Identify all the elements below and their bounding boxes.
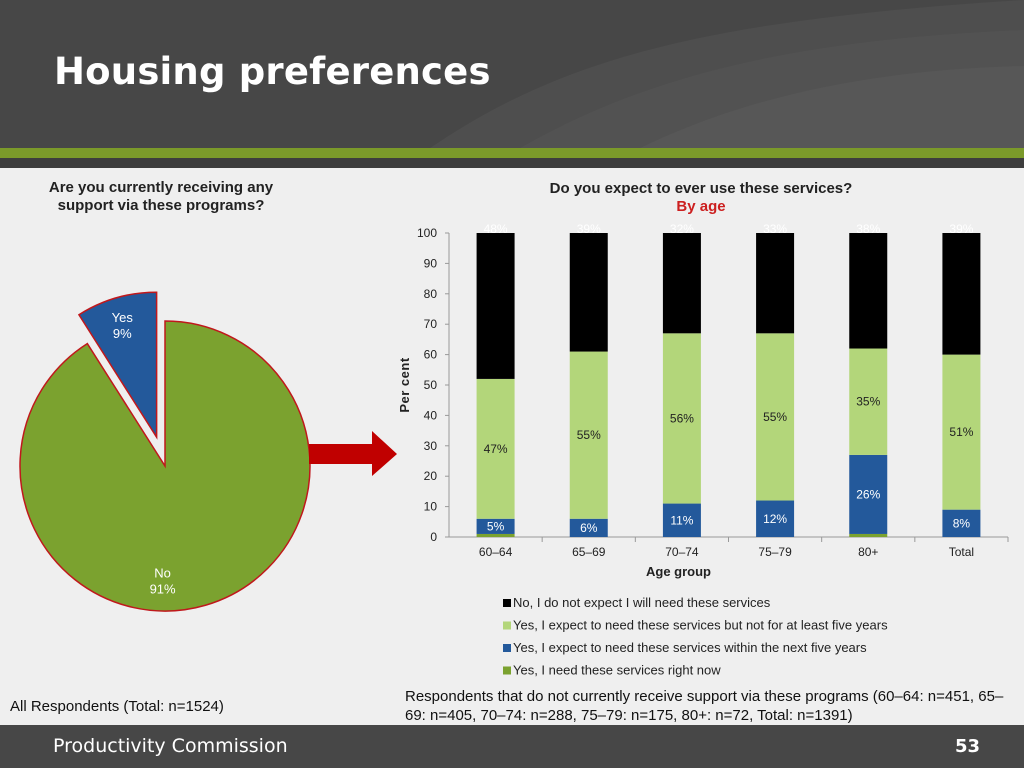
page-number: 53: [954, 736, 980, 757]
pie-slice-yes: [77, 291, 158, 440]
pie-chart-footnote: All Respondents (Total: n=1524): [10, 698, 224, 715]
pie-value-no: 91%: [150, 582, 176, 597]
red-arrow-icon: [309, 431, 397, 476]
bar-segment: [756, 333, 795, 501]
y-tick-label: 20: [424, 469, 438, 483]
y-tick-label: 60: [424, 348, 438, 362]
y-axis-title: Per cent: [397, 357, 412, 412]
legend-label: No, I do not expect I will need these se…: [513, 595, 771, 610]
bar-chart-title-block: Do you expect to ever use these services…: [470, 180, 932, 216]
bar-segment: [849, 533, 888, 537]
bar-segment: [942, 509, 981, 537]
x-tick-label: 70–74: [665, 545, 699, 559]
x-tick-label: 65–69: [572, 545, 606, 559]
bar-chart-subtitle: By age: [676, 198, 726, 215]
header-decoration: [430, 0, 1024, 148]
bar-segment: [569, 351, 608, 519]
bar-segment: [849, 233, 888, 349]
header-banner: Housing preferences: [0, 0, 1024, 148]
bar-data-label: 12%: [763, 512, 787, 526]
page-title: Housing preferences: [54, 50, 491, 93]
bar-segment: [476, 378, 515, 519]
bar-data-label: 55%: [763, 410, 787, 424]
organisation-name: Productivity Commission: [53, 735, 288, 757]
bar-segment: [569, 518, 608, 537]
legend-label: Yes, I need these services right now: [513, 663, 721, 678]
x-tick-label: 60–64: [479, 545, 513, 559]
bar-segment: [662, 333, 701, 504]
x-tick-label: Total: [949, 545, 974, 559]
header-stripe-green: [0, 148, 1024, 158]
bar-data-label: 5%: [487, 519, 505, 533]
bar-data-label: 55%: [577, 428, 601, 442]
bar-segment: [756, 500, 795, 537]
y-tick-label: 10: [424, 500, 438, 514]
y-tick-label: 80: [424, 287, 438, 301]
bar-data-label: 39%: [949, 222, 973, 236]
bar-segment: [476, 518, 515, 534]
bar-data-label: 48%: [484, 222, 508, 236]
bar-data-label: 6%: [580, 521, 598, 535]
x-axis-title: Age group: [646, 564, 711, 579]
y-tick-label: 100: [417, 226, 437, 240]
bar-data-label: 8%: [953, 516, 971, 530]
bar-segment: [662, 503, 701, 537]
legend-label: Yes, I expect to need these services wit…: [513, 640, 867, 655]
bar-data-label: 32%: [670, 222, 694, 236]
bar-data-label: 51%: [949, 425, 973, 439]
bar-segment: [756, 233, 795, 334]
legend-label: Yes, I expect to need these services but…: [513, 618, 888, 633]
bar-data-label: 39%: [577, 222, 601, 236]
legend-swatch: [503, 644, 511, 652]
bar-data-label: 33%: [763, 222, 787, 236]
footer-bar: Productivity Commission 53: [0, 725, 1024, 768]
y-tick-label: 90: [424, 256, 438, 270]
y-tick-label: 70: [424, 317, 438, 331]
pie-label-no: No: [154, 566, 171, 581]
bar-segment: [476, 233, 515, 379]
x-tick-label: 75–79: [758, 545, 792, 559]
bar-chart-title: Do you expect to ever use these services…: [549, 180, 853, 197]
y-tick-label: 0: [430, 530, 437, 544]
y-tick-label: 30: [424, 439, 438, 453]
bar-data-label: 47%: [484, 442, 508, 456]
bar-segment: [942, 233, 981, 355]
pie-slice-no: [19, 320, 311, 612]
x-tick-label: 80+: [858, 545, 878, 559]
bar-data-label: 11%: [670, 513, 693, 527]
bar-data-label: 38%: [856, 222, 880, 236]
y-tick-label: 50: [424, 378, 438, 392]
bar-data-label: 26%: [856, 487, 880, 501]
bar-segment: [942, 354, 981, 510]
legend-swatch: [503, 621, 511, 630]
pie-value-yes: 9%: [113, 326, 132, 341]
y-tick-label: 40: [424, 408, 438, 422]
bar-segment: [662, 233, 701, 334]
bar-segment: [569, 233, 608, 352]
bar-data-label: 56%: [670, 411, 694, 425]
legend-swatch: [503, 666, 511, 675]
pie-chart-title: Are you currently receiving any support …: [48, 179, 274, 214]
header-stripe-dark: [0, 158, 1024, 168]
pie-label-yes: Yes: [112, 310, 134, 325]
legend-swatch: [503, 599, 511, 607]
bar-chart-footnote: Respondents that do not currently receiv…: [405, 688, 1004, 724]
bar-data-label: 35%: [856, 395, 880, 409]
bar-segment: [849, 348, 888, 455]
bar-segment: [849, 454, 888, 534]
bar-segment: [476, 533, 515, 537]
